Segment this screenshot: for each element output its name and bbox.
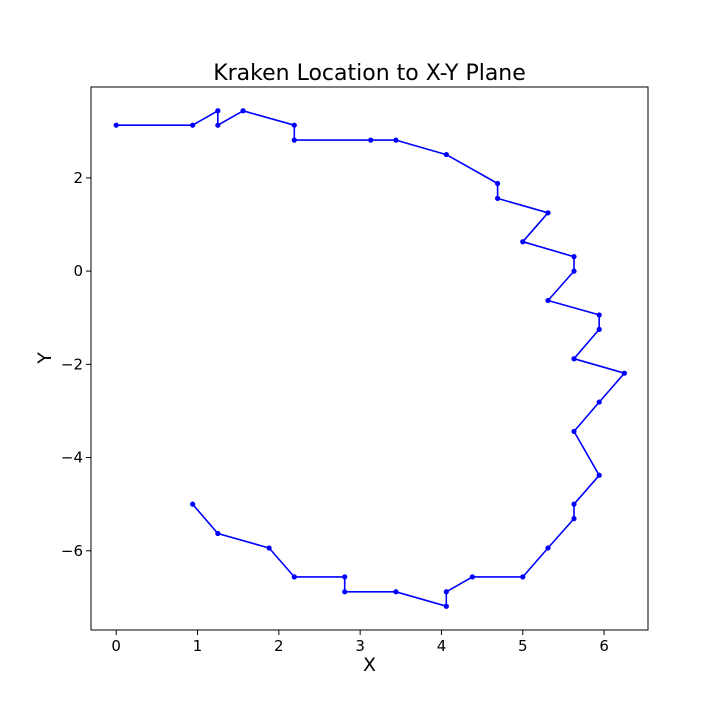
data-point bbox=[215, 530, 221, 537]
data-point bbox=[443, 589, 449, 595]
series-line bbox=[116, 110, 626, 608]
data-point bbox=[215, 122, 221, 128]
data-point bbox=[190, 122, 196, 128]
data-point bbox=[342, 574, 348, 580]
data-point bbox=[596, 472, 602, 478]
y-tick-label: 0 bbox=[73, 262, 83, 280]
chart-title: Kraken Location to X-Y Plane bbox=[213, 61, 526, 86]
x-tick-label: 6 bbox=[599, 637, 609, 655]
data-point bbox=[571, 356, 577, 362]
data-point bbox=[596, 312, 602, 318]
y-tick-label: 2 bbox=[73, 169, 83, 187]
y-axis: 2 0 −2 −4 −6 bbox=[61, 169, 91, 560]
data-point bbox=[571, 268, 577, 274]
data-point bbox=[393, 137, 399, 143]
data-point bbox=[545, 297, 551, 304]
data-point bbox=[469, 574, 475, 580]
data-point bbox=[393, 589, 399, 595]
data-point bbox=[266, 545, 272, 551]
series-group bbox=[113, 108, 628, 609]
data-point bbox=[545, 210, 551, 216]
data-point bbox=[571, 501, 577, 507]
data-point bbox=[342, 589, 348, 595]
data-point bbox=[596, 326, 602, 332]
y-tick-label: −2 bbox=[61, 355, 83, 373]
x-tick-label: 2 bbox=[274, 637, 284, 655]
data-point bbox=[571, 516, 577, 522]
data-point bbox=[215, 108, 221, 114]
x-tick-label: 5 bbox=[518, 637, 528, 655]
data-point bbox=[571, 428, 577, 435]
x-tick-label: 3 bbox=[355, 637, 365, 655]
data-point bbox=[190, 501, 196, 507]
x-axis-label: X bbox=[363, 654, 376, 676]
data-point bbox=[368, 137, 374, 143]
data-point bbox=[443, 151, 449, 158]
y-tick-label: −4 bbox=[61, 449, 83, 467]
plot-frame bbox=[90, 86, 649, 631]
data-point bbox=[291, 122, 297, 128]
data-point bbox=[545, 545, 551, 551]
x-axis: 0 1 2 3 4 5 6 bbox=[111, 630, 609, 655]
data-point bbox=[494, 195, 501, 201]
x-tick-label: 4 bbox=[437, 637, 447, 655]
data-point bbox=[291, 574, 297, 580]
data-point bbox=[520, 574, 526, 580]
y-axis-label: Y bbox=[34, 352, 56, 365]
data-point bbox=[291, 137, 297, 143]
x-tick-label: 1 bbox=[193, 637, 203, 655]
data-point bbox=[240, 108, 246, 114]
data-point bbox=[621, 370, 628, 376]
data-point bbox=[443, 603, 449, 609]
data-point bbox=[494, 180, 501, 187]
data-point bbox=[520, 239, 526, 245]
data-point bbox=[571, 254, 577, 260]
y-tick-label: −6 bbox=[61, 542, 83, 560]
x-tick-label: 0 bbox=[111, 637, 121, 655]
data-point bbox=[113, 122, 119, 128]
data-point bbox=[596, 399, 602, 405]
